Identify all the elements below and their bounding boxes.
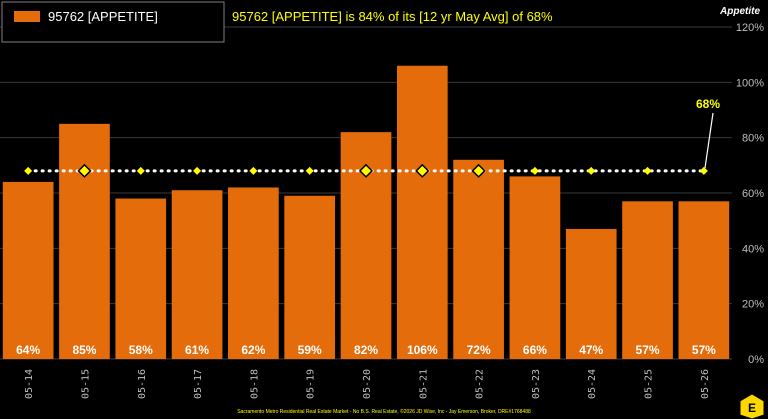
x-tick-label: 05-17 (193, 369, 204, 399)
average-marker (643, 166, 652, 175)
average-line (24, 163, 708, 178)
y-tick-label: 120% (736, 22, 764, 34)
y-tick-label: 0% (748, 354, 764, 366)
y-axis-ticks: 0% 20% 40% 60% 80% 100% 120% (736, 22, 764, 366)
y-tick-label: 20% (742, 299, 764, 311)
bar-value-label: 66% (523, 343, 547, 357)
bar (115, 198, 167, 359)
average-marker (471, 163, 486, 178)
bar (678, 201, 730, 359)
x-tick-label: 05-15 (80, 369, 91, 399)
bar-value-label: 72% (467, 343, 491, 357)
bar (2, 181, 54, 359)
x-tick-label: 05-18 (249, 369, 260, 399)
svg-text:E: E (748, 401, 756, 415)
bar (509, 176, 561, 359)
bar (284, 195, 336, 359)
footer-credit: Sacramento Metro Residential Real Estate… (237, 408, 531, 415)
x-axis-ticks: 05-14 05-15 05-16 05-17 05-18 05-19 05-20 05-21… (24, 369, 711, 399)
average-marker (24, 166, 33, 175)
x-tick-label: 05-16 (137, 369, 148, 399)
x-tick-label: 05-24 (587, 369, 598, 399)
average-marker (587, 166, 596, 175)
bar (396, 65, 448, 359)
bar-value-label: 57% (636, 343, 660, 357)
bar (171, 190, 223, 359)
y-axis-title: Appetite (719, 6, 760, 17)
bar-value-label: 85% (72, 343, 96, 357)
chart-subtitle: 95762 [APPETITE] is 84% of its [12 yr Ma… (232, 9, 553, 24)
average-marker (77, 163, 92, 178)
average-callout-leader (704, 112, 714, 169)
bar (565, 228, 617, 359)
y-tick-label: 100% (736, 77, 764, 89)
average-marker (530, 166, 539, 175)
y-tick-label: 40% (742, 243, 764, 255)
x-tick-label: 05-20 (362, 369, 373, 399)
bar (228, 187, 279, 359)
average-marker (415, 163, 430, 178)
bar-value-label: 61% (185, 343, 209, 357)
average-marker (358, 163, 374, 178)
x-tick-label: 05-23 (531, 369, 542, 399)
bar-value-label: 62% (241, 343, 265, 357)
bar (622, 201, 673, 359)
bar-value-label: 82% (354, 343, 378, 357)
y-tick-label: 60% (742, 188, 764, 200)
average-callout: 68% (696, 97, 720, 111)
data-labels: 64% 85% 58% 61% 62% 59% 82% 106% 72% 66% 47% 57% 57% (16, 343, 716, 357)
x-tick-label: 05-14 (24, 369, 35, 399)
brand-logo: E (739, 393, 765, 419)
bar-value-label: 59% (298, 343, 322, 357)
bar-value-label: 106% (407, 343, 438, 357)
average-marker (249, 166, 258, 175)
average-marker (136, 166, 145, 175)
bar (453, 159, 504, 359)
bar-value-label: 57% (692, 343, 716, 357)
x-tick-label: 05-25 (644, 369, 655, 399)
legend-swatch (14, 11, 40, 22)
x-tick-label: 05-26 (700, 369, 711, 399)
bar-value-label: 64% (16, 343, 40, 357)
average-marker (699, 166, 708, 175)
y-tick-label: 80% (742, 133, 764, 145)
average-marker (193, 166, 202, 175)
x-tick-label: 05-19 (306, 369, 317, 399)
legend-label: 95762 [APPETITE] (48, 9, 158, 24)
average-marker (305, 166, 314, 175)
bar-value-label: 58% (129, 343, 153, 357)
bar-value-label: 47% (579, 343, 603, 357)
x-tick-label: 05-21 (418, 369, 429, 399)
bar (59, 123, 110, 359)
x-tick-label: 05-22 (475, 369, 486, 399)
